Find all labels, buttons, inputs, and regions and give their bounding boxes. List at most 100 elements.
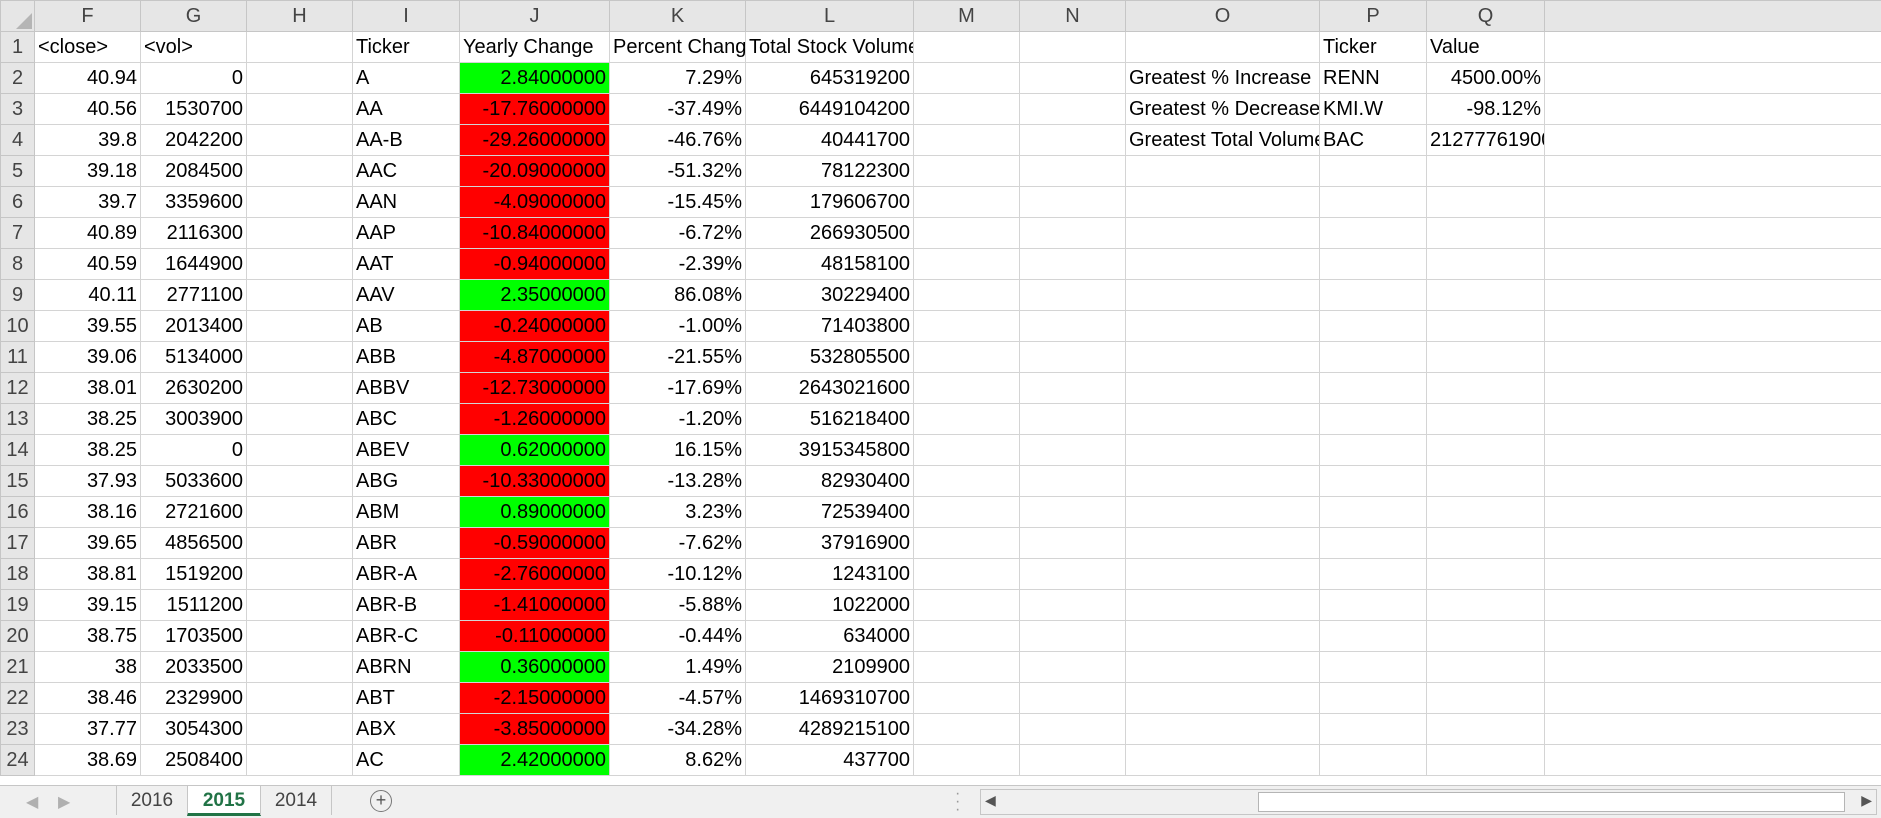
column-header-i[interactable]: I [353,1,460,32]
cell-yearly-change[interactable]: 0.62000000 [460,435,610,466]
cell[interactable] [247,559,353,590]
cell[interactable] [247,187,353,218]
row-header[interactable]: 6 [1,187,35,218]
cell-yearly-change[interactable]: 0.89000000 [460,497,610,528]
cell[interactable] [1020,435,1126,466]
cell[interactable] [1545,342,1881,373]
cell-summary-value[interactable] [1427,404,1545,435]
cell-total-volume[interactable]: 2643021600 [746,373,914,404]
cell-percent-change[interactable]: 1.49% [610,652,746,683]
cell-close[interactable]: 38.81 [35,559,141,590]
cell[interactable] [1020,652,1126,683]
cell-ticker[interactable]: AAC [353,156,460,187]
row-header[interactable]: 16 [1,497,35,528]
tab-split-handle[interactable]: ··· [955,790,960,814]
cell[interactable] [914,187,1020,218]
cell[interactable] [247,280,353,311]
column-header-g[interactable]: G [141,1,247,32]
cell[interactable] [914,249,1020,280]
cell-ticker[interactable]: AA [353,94,460,125]
cell-summary-label[interactable] [1126,156,1320,187]
cell-ticker[interactable]: ABBV [353,373,460,404]
cell-summary-ticker[interactable]: KMI.W [1320,94,1427,125]
cell-summary-label[interactable] [1126,218,1320,249]
cell[interactable] [1126,32,1320,63]
cell[interactable] [914,528,1020,559]
cell[interactable] [1545,404,1881,435]
cell-vol[interactable]: 2630200 [141,373,247,404]
cell[interactable] [1545,621,1881,652]
cell-total-volume[interactable]: 30229400 [746,280,914,311]
cell[interactable] [1020,714,1126,745]
cell-percent-change[interactable]: 86.08% [610,280,746,311]
cell[interactable] [1545,559,1881,590]
row-header[interactable]: 9 [1,280,35,311]
cell-summary-value[interactable] [1427,745,1545,776]
cell-vol[interactable]: 3003900 [141,404,247,435]
cell-summary-label[interactable] [1126,590,1320,621]
cell[interactable] [247,63,353,94]
cell-total-volume[interactable]: 645319200 [746,63,914,94]
column-header-p[interactable]: P [1320,1,1427,32]
cell[interactable] [1020,590,1126,621]
cell[interactable] [247,32,353,63]
cell-percent-change[interactable]: -7.62% [610,528,746,559]
cell[interactable] [1020,32,1126,63]
cell-summary-ticker[interactable] [1320,590,1427,621]
cell-ticker[interactable]: AAT [353,249,460,280]
cell-summary-ticker-header[interactable]: Ticker [1320,32,1427,63]
cell-close[interactable]: 38 [35,652,141,683]
cell-close[interactable]: 38.01 [35,373,141,404]
cell-ticker[interactable]: AB [353,311,460,342]
cell-total-volume[interactable]: 78122300 [746,156,914,187]
row-header[interactable]: 10 [1,311,35,342]
cell-close-header[interactable]: <close> [35,32,141,63]
cell-percent-change[interactable]: 3.23% [610,497,746,528]
cell-total-volume[interactable]: 40441700 [746,125,914,156]
cell-summary-value[interactable] [1427,435,1545,466]
cell[interactable] [1545,714,1881,745]
cell[interactable] [914,745,1020,776]
cell[interactable] [1020,249,1126,280]
cell[interactable] [914,590,1020,621]
cell-yearly-change[interactable]: -0.94000000 [460,249,610,280]
cell[interactable] [1545,528,1881,559]
cell-summary-value[interactable] [1427,249,1545,280]
cell-percent-change[interactable]: -37.49% [610,94,746,125]
cell-percent-change[interactable]: -1.20% [610,404,746,435]
cell[interactable] [1545,745,1881,776]
cell-vol[interactable]: 2013400 [141,311,247,342]
cell-yearly-change[interactable]: -10.84000000 [460,218,610,249]
cell-summary-value[interactable] [1427,652,1545,683]
cell-yearly-change[interactable]: -20.09000000 [460,156,610,187]
cell-close[interactable]: 39.55 [35,311,141,342]
column-header-h[interactable]: H [247,1,353,32]
cell-percent-change[interactable]: -15.45% [610,187,746,218]
scroll-right-icon[interactable]: ▶ [1861,792,1872,809]
cell[interactable] [1020,342,1126,373]
cell-vol[interactable]: 4856500 [141,528,247,559]
cell-vol[interactable]: 2508400 [141,745,247,776]
cell[interactable] [1020,280,1126,311]
cell-summary-ticker[interactable] [1320,218,1427,249]
cell[interactable] [247,435,353,466]
scroll-left-icon[interactable]: ◀ [985,792,996,809]
cell[interactable] [1545,187,1881,218]
cell[interactable] [914,652,1020,683]
sheet-tab-2014[interactable]: 2014 [260,786,332,815]
cell[interactable] [247,94,353,125]
cell-vol[interactable]: 5134000 [141,342,247,373]
cell[interactable] [1545,63,1881,94]
cell-summary-ticker[interactable] [1320,249,1427,280]
cell-close[interactable]: 39.65 [35,528,141,559]
cell[interactable] [914,683,1020,714]
cell-close[interactable]: 37.93 [35,466,141,497]
cell-total-volume[interactable]: 82930400 [746,466,914,497]
cell-vol[interactable]: 3054300 [141,714,247,745]
cell-total-volume[interactable]: 1469310700 [746,683,914,714]
cell[interactable] [1020,94,1126,125]
cell-total-volume[interactable]: 2109900 [746,652,914,683]
row-header[interactable]: 11 [1,342,35,373]
cell-total-volume[interactable]: 4289215100 [746,714,914,745]
column-header-n[interactable]: N [1020,1,1126,32]
